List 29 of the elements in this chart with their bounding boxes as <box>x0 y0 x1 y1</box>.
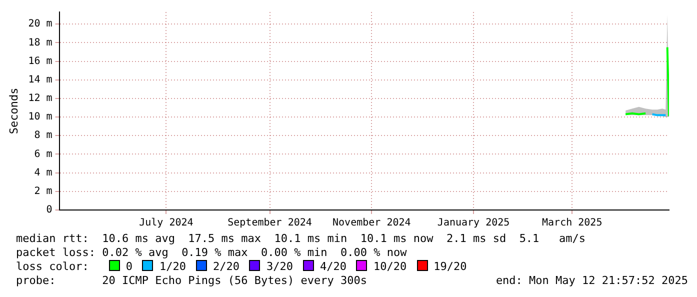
y-tick-label: 8 m <box>34 130 52 142</box>
text: end: Mon May 12 21:57:52 2025 <box>496 274 688 288</box>
legend-label: 4/20 <box>320 260 346 273</box>
y-tick-label: 20 m <box>28 18 52 30</box>
legend-title: loss color: <box>16 260 89 273</box>
legend-label: 19/20 <box>434 260 467 273</box>
y-tick-label: 14 m <box>28 74 52 86</box>
legend-label: 2/20 <box>212 260 240 273</box>
legend-label: 1/20 <box>159 260 186 273</box>
y-tick-label: 2 m <box>34 186 52 197</box>
x-tick-label: July 2024 <box>139 218 194 229</box>
x-tick-label: September 2024 <box>228 218 312 229</box>
text: probe: 20 ICMP Echo Pings (56 Bytes) every 300s <box>16 274 367 288</box>
legend-label: 10/20 <box>373 260 407 273</box>
x-tick-label: January 2025 <box>437 218 510 229</box>
y-axis-title: Seconds <box>7 88 20 134</box>
text: median rtt: 10.6 ms avg 17.5 ms max 10.1 ms min 10.1 ms now 2.1 ms sd 5.1 am/s <box>16 232 587 246</box>
legend-label: 3/20 <box>266 260 293 273</box>
y-tick-label: 4 m <box>34 167 52 178</box>
y-tick-label: 10 m <box>28 112 52 123</box>
y-tick-label: 18 m <box>28 37 52 48</box>
text: packet loss: 0.02 % avg 0.19 % max 0.00 % min 0.00 % now <box>16 246 408 260</box>
y-tick-label: 12 m <box>28 93 52 104</box>
x-tick-label: March 2025 <box>542 218 602 229</box>
legend-label: 0 <box>126 260 132 273</box>
y-tick-label: 6 m <box>34 148 52 160</box>
y-tick-label: 0 <box>46 204 52 216</box>
x-tick-label: November 2024 <box>332 218 411 229</box>
y-tick-label: 16 m <box>28 56 52 67</box>
